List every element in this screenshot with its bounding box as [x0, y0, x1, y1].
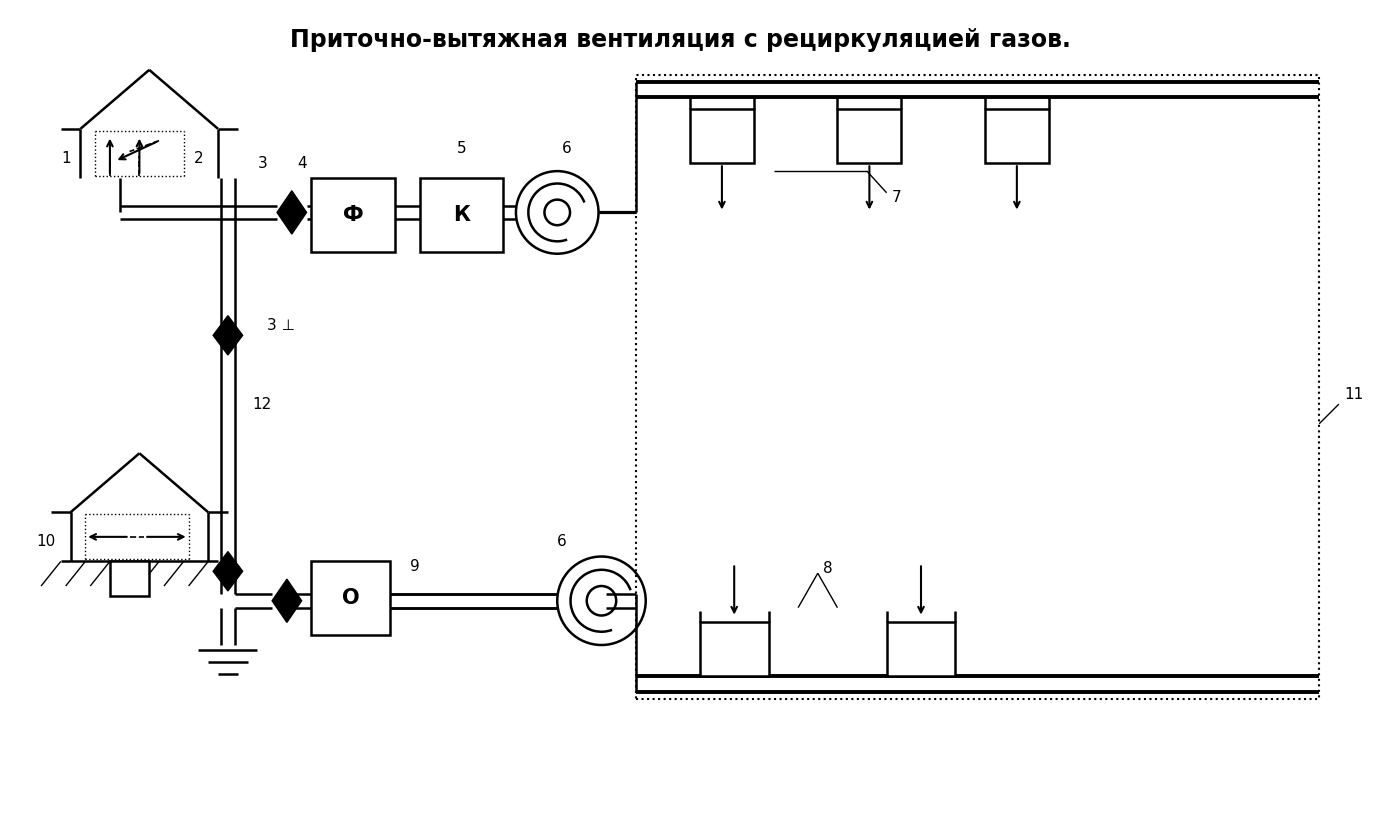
- Bar: [311, 561, 391, 635]
- Text: 5: 5: [457, 141, 466, 156]
- Text: 10: 10: [36, 534, 55, 550]
- Text: 2: 2: [194, 151, 204, 166]
- Text: 7: 7: [892, 190, 901, 205]
- Text: 8: 8: [823, 561, 832, 576]
- Bar: [311, 178, 395, 252]
- Polygon shape: [213, 551, 242, 591]
- Polygon shape: [277, 191, 307, 234]
- Polygon shape: [272, 579, 301, 622]
- Bar: [886, 622, 955, 677]
- Text: 12: 12: [253, 396, 272, 412]
- Text: Ф: Ф: [343, 205, 363, 225]
- Bar: [420, 178, 504, 252]
- Bar: [110, 561, 149, 596]
- Text: 4: 4: [297, 156, 307, 171]
- Polygon shape: [213, 316, 242, 355]
- Bar: [636, 75, 1320, 699]
- Text: 3: 3: [257, 156, 267, 171]
- Text: 1: 1: [61, 151, 70, 166]
- Text: 6: 6: [563, 141, 572, 156]
- Bar: [985, 110, 1049, 163]
- Text: 3 ⊥: 3 ⊥: [267, 318, 294, 333]
- Text: О: О: [343, 588, 359, 608]
- Bar: [689, 110, 754, 163]
- Text: К: К: [453, 205, 469, 225]
- Text: 9: 9: [410, 559, 420, 574]
- Text: 11: 11: [1344, 386, 1364, 402]
- Bar: [838, 110, 901, 163]
- Text: Приточно-вытяжная вентиляция с рециркуляцией газов.: Приточно-вытяжная вентиляция с рециркуля…: [290, 28, 1071, 53]
- Text: 6: 6: [557, 534, 567, 550]
- Bar: [700, 622, 769, 677]
